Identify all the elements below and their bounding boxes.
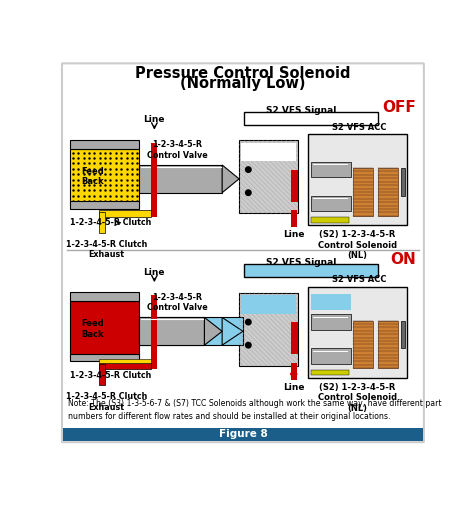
Bar — [310, 370, 349, 375]
Bar — [151, 143, 157, 217]
Circle shape — [245, 166, 252, 173]
Bar — [139, 317, 204, 345]
Bar — [310, 196, 351, 211]
Bar — [244, 112, 378, 125]
Text: 1-2-3-4-5-R Clutch
Exhaust: 1-2-3-4-5-R Clutch Exhaust — [66, 392, 147, 411]
Bar — [70, 201, 139, 209]
Text: Line: Line — [144, 267, 165, 277]
Bar — [70, 149, 139, 204]
Text: 1-2-3-4-5-R Clutch: 1-2-3-4-5-R Clutch — [71, 371, 152, 380]
Bar — [353, 168, 373, 216]
Text: Line: Line — [283, 383, 304, 392]
Text: (S2) 1-2-3-4-5-R
Control Solenoid
(NL): (S2) 1-2-3-4-5-R Control Solenoid (NL) — [318, 383, 397, 413]
Text: Feed
Back: Feed Back — [82, 167, 104, 186]
Text: Figure 8: Figure 8 — [219, 430, 267, 439]
Bar — [63, 427, 423, 441]
Bar — [310, 217, 349, 222]
Text: S2 VFS Signal: S2 VFS Signal — [266, 258, 337, 267]
Bar — [292, 169, 298, 202]
Bar — [401, 320, 405, 348]
Bar — [244, 264, 378, 278]
Text: Line: Line — [283, 230, 304, 239]
Bar — [70, 354, 139, 362]
Bar — [239, 293, 298, 366]
Circle shape — [245, 189, 252, 196]
Bar — [401, 168, 405, 196]
Bar — [309, 134, 407, 225]
Bar — [151, 295, 157, 369]
Bar — [309, 287, 407, 377]
Bar — [70, 301, 139, 357]
Text: 1-2-3-4-5-R
Control Valve: 1-2-3-4-5-R Control Valve — [147, 293, 208, 312]
Bar — [353, 320, 373, 368]
Bar — [70, 292, 139, 301]
Text: 1-2-3-4-5-R Clutch: 1-2-3-4-5-R Clutch — [71, 218, 152, 227]
Text: 1-2-3-4-5-R Clutch
Exhaust: 1-2-3-4-5-R Clutch Exhaust — [66, 239, 147, 259]
Bar — [310, 314, 351, 330]
Bar — [99, 212, 105, 233]
Text: S2 VFS Signal: S2 VFS Signal — [266, 106, 337, 115]
Bar — [139, 317, 243, 345]
Bar — [310, 162, 351, 177]
Bar — [99, 365, 105, 385]
Text: Pressure Control Solenoid: Pressure Control Solenoid — [135, 65, 351, 81]
FancyBboxPatch shape — [62, 63, 424, 442]
Bar — [292, 363, 297, 380]
Bar — [99, 211, 151, 217]
Bar — [378, 168, 398, 216]
Text: ON: ON — [391, 252, 416, 267]
Bar — [70, 140, 139, 149]
Bar — [99, 363, 151, 369]
Bar — [241, 295, 296, 314]
Text: S2 VFS ACC: S2 VFS ACC — [332, 123, 386, 132]
Bar — [139, 165, 222, 193]
Polygon shape — [222, 317, 243, 345]
Bar — [310, 295, 351, 310]
Polygon shape — [204, 317, 222, 345]
Text: Feed
Back: Feed Back — [82, 319, 104, 339]
Circle shape — [245, 319, 252, 325]
Bar — [378, 320, 398, 368]
Text: (Normally Low): (Normally Low) — [180, 76, 306, 91]
Text: OFF: OFF — [383, 100, 416, 115]
Text: Line: Line — [144, 115, 165, 124]
Bar — [241, 143, 296, 161]
Polygon shape — [222, 165, 239, 193]
Bar — [99, 359, 151, 363]
Text: S2 VFS ACC: S2 VFS ACC — [332, 275, 386, 284]
Bar — [292, 322, 298, 354]
Bar — [292, 211, 297, 227]
Text: 1-2-3-4-5-R
Control Valve: 1-2-3-4-5-R Control Valve — [147, 140, 208, 160]
Bar — [310, 348, 351, 364]
Text: Note: The (S3) 1-3-5-6-7 & (S7) TCC Solenoids although work the same way, have d: Note: The (S3) 1-3-5-6-7 & (S7) TCC Sole… — [68, 399, 442, 421]
Circle shape — [245, 341, 252, 349]
Text: (S2) 1-2-3-4-5-R
Control Solenoid
(NL): (S2) 1-2-3-4-5-R Control Solenoid (NL) — [318, 230, 397, 260]
Bar — [239, 141, 298, 214]
